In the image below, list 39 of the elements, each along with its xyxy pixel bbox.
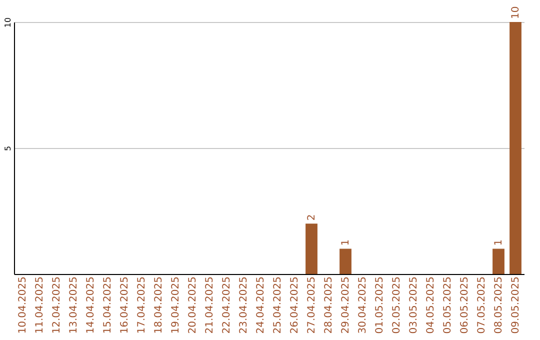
- x-tick-label: 10.04.2025: [18, 276, 28, 334]
- x-tick-label: 17.04.2025: [136, 276, 148, 334]
- data-label: 1: [340, 239, 352, 246]
- x-tick-label: 05.05.2025: [442, 276, 454, 334]
- x-tick-label: 11.04.2025: [34, 276, 46, 334]
- bar: [340, 248, 352, 274]
- bar: [492, 248, 504, 274]
- bar: [510, 22, 522, 274]
- x-tick-label: 26.04.2025: [290, 276, 300, 334]
- x-tick-label: 24.04.2025: [256, 276, 266, 334]
- x-tick-label: 12.04.2025: [52, 276, 62, 334]
- x-tick-label: 04.05.2025: [426, 276, 436, 334]
- x-tick-label: 15.04.2025: [102, 276, 114, 334]
- x-tick-label: 02.05.2025: [392, 276, 402, 334]
- x-tick-label: 22.04.2025: [222, 276, 232, 334]
- x-tick-label: 18.04.2025: [154, 276, 164, 334]
- data-label: 2: [306, 214, 318, 221]
- x-tick-label: 07.05.2025: [476, 276, 488, 334]
- x-tick-label: 01.05.2025: [374, 276, 386, 334]
- x-tick-label: 08.05.2025: [494, 276, 504, 334]
- x-tick-label: 21.04.2025: [204, 276, 216, 334]
- data-label: 1: [494, 239, 504, 246]
- x-tick-label: 06.05.2025: [460, 276, 470, 334]
- y-tick-label: 5: [4, 146, 12, 152]
- x-tick-label: 09.05.2025: [510, 276, 522, 334]
- x-tick-label: 25.04.2025: [272, 276, 284, 334]
- x-tick-label: 28.04.2025: [324, 276, 334, 334]
- x-tick-label: 16.04.2025: [120, 276, 130, 334]
- x-tick-label: 29.04.2025: [340, 276, 352, 334]
- x-tick-label: 30.04.2025: [358, 276, 368, 334]
- bar: [306, 224, 318, 274]
- x-tick-label: 19.04.2025: [170, 276, 182, 334]
- x-tick-label: 27.04.2025: [306, 276, 318, 334]
- data-label: 10: [510, 6, 522, 19]
- x-tick-label: 23.04.2025: [238, 276, 250, 334]
- x-tick-label: 03.05.2025: [408, 276, 420, 334]
- x-tick-label: 20.04.2025: [188, 276, 198, 334]
- x-tick-label: 13.04.2025: [68, 276, 80, 334]
- x-tick-label: 14.04.2025: [86, 276, 96, 334]
